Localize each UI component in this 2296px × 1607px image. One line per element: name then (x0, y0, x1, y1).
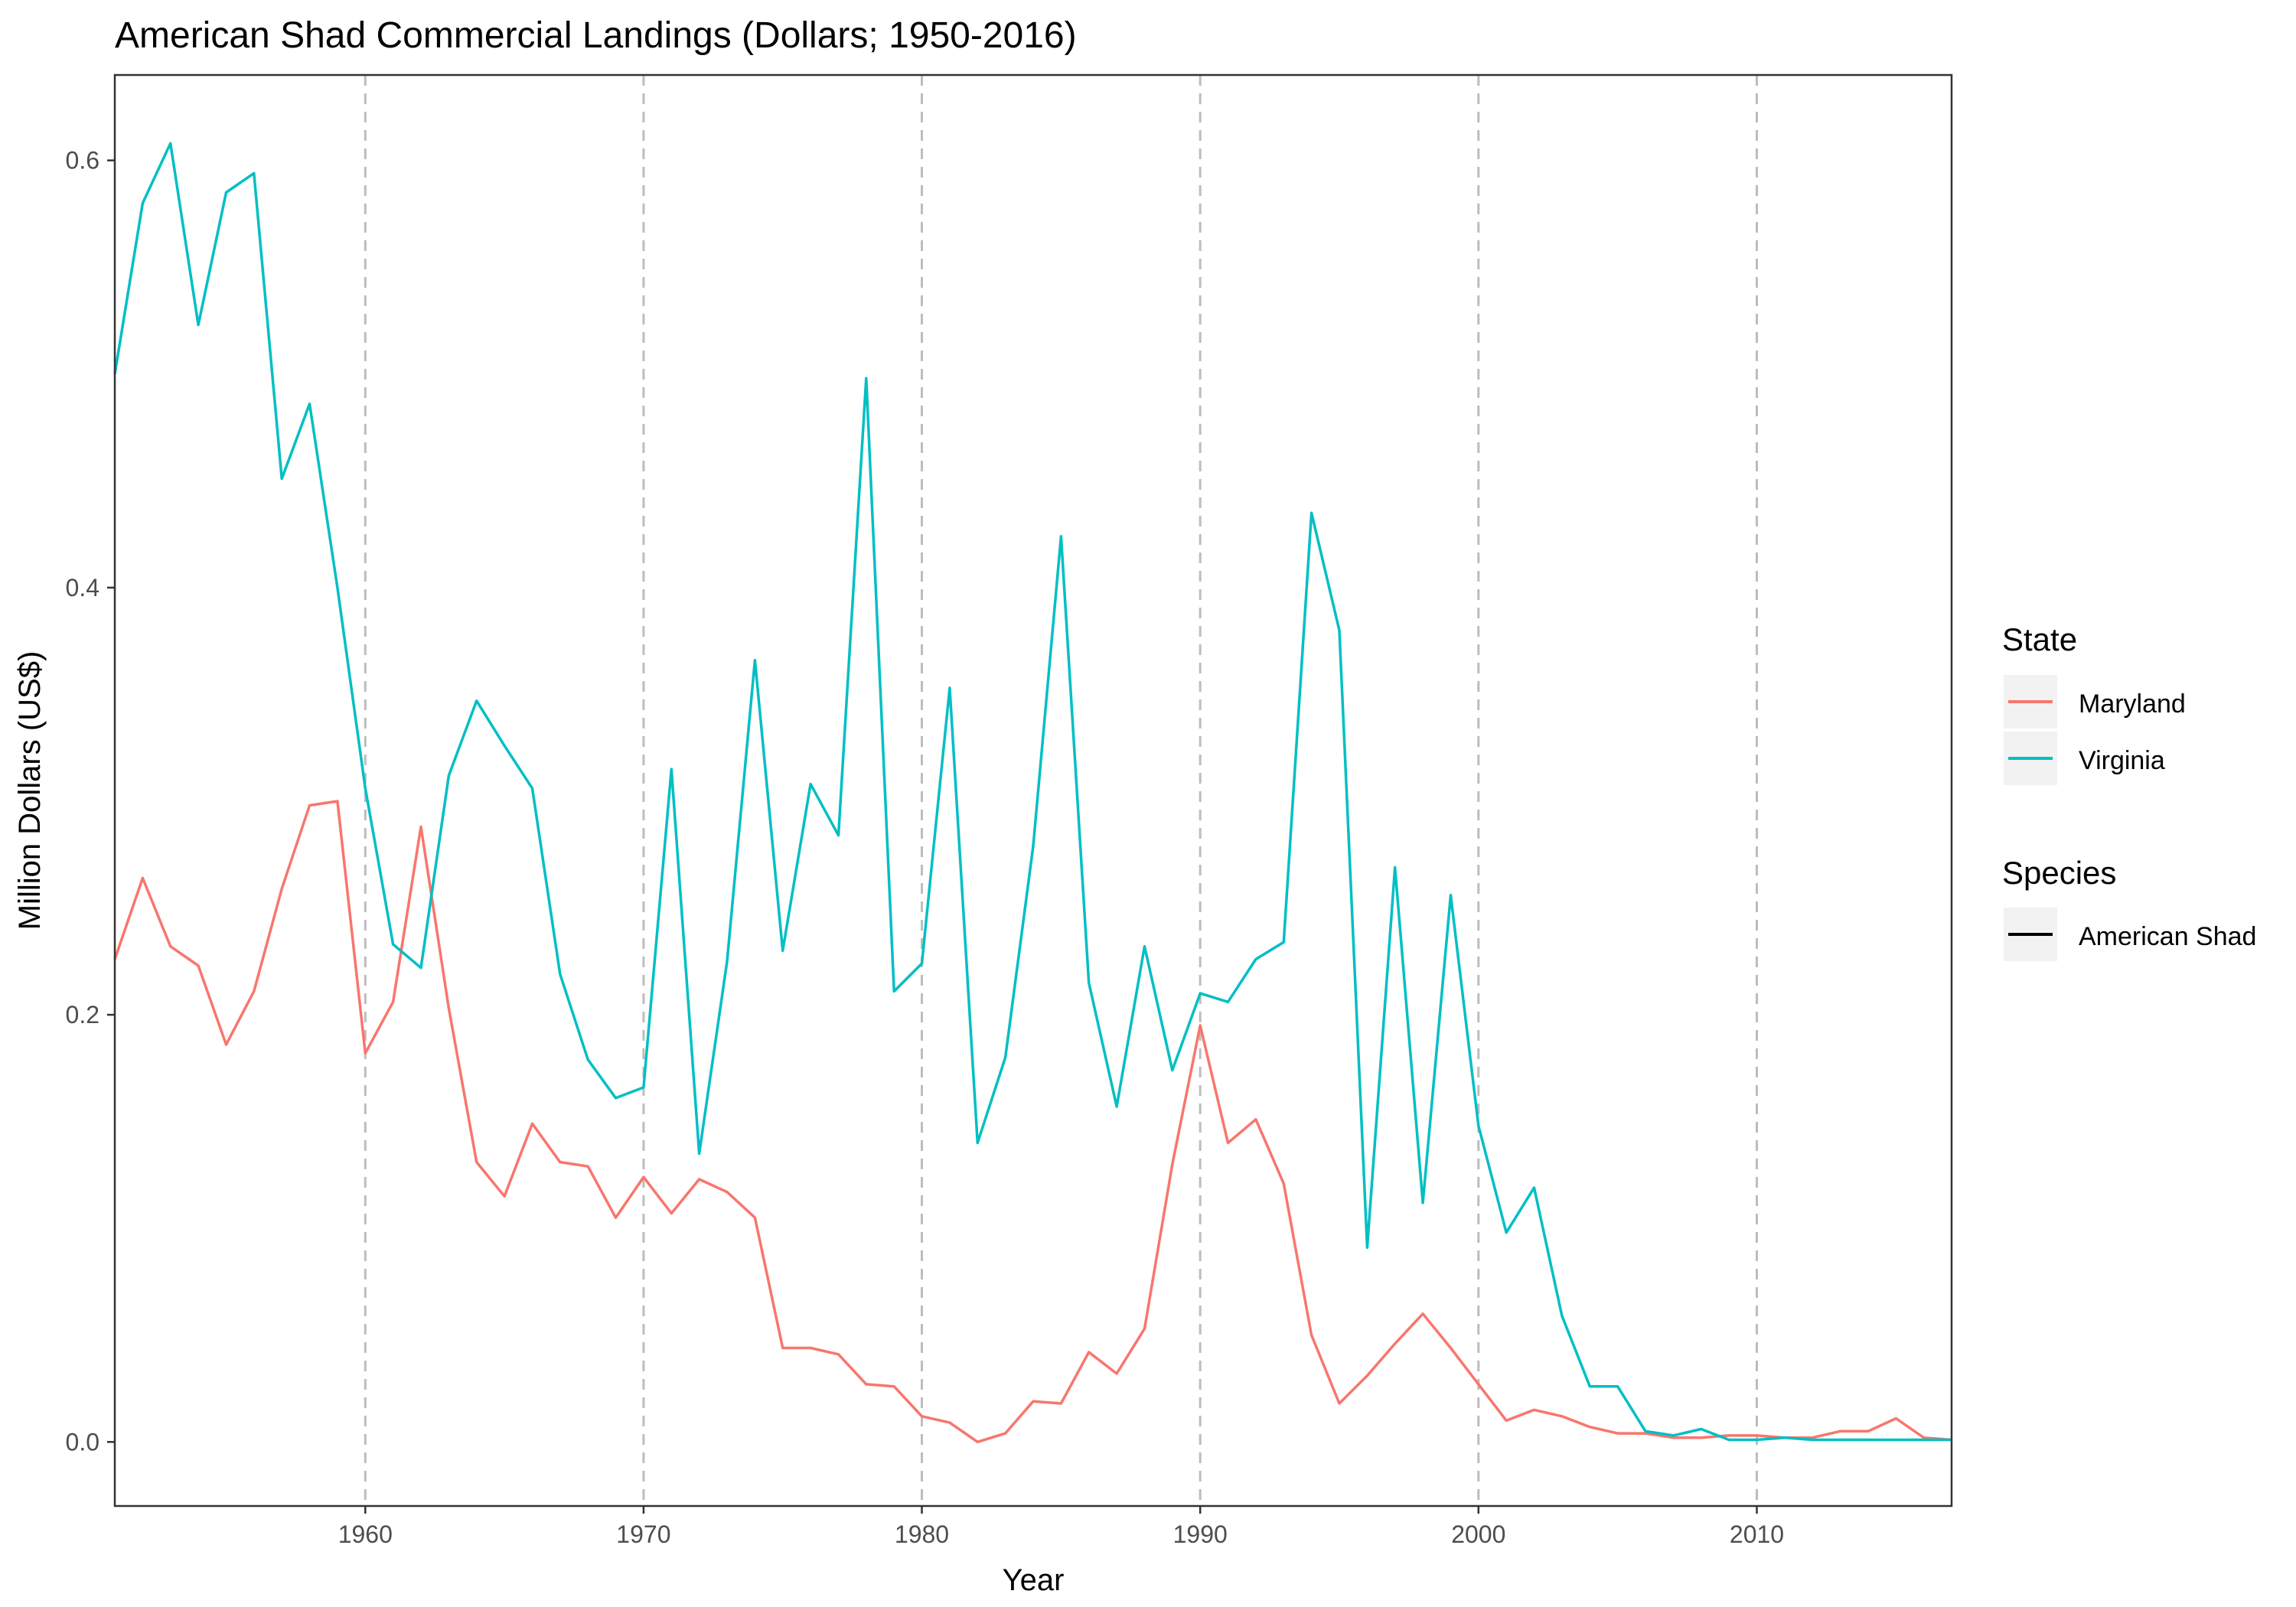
y-tick-label-0: 0.0 (66, 1428, 99, 1455)
legend-title-species: Species (2002, 855, 2116, 891)
legend-label-virginia: Virginia (2079, 746, 2165, 775)
legend: State Maryland Virginia Species American… (2002, 621, 2256, 961)
series-line-virginia (113, 142, 1952, 1442)
chart-title: American Shad Commercial Landings (Dolla… (115, 15, 1077, 56)
x-tick-label-1980: 1980 (895, 1521, 949, 1548)
plot-panel-border (113, 73, 1953, 1508)
y-tick-label-1: 0.2 (66, 1001, 99, 1028)
y-axis: 0.0 0.2 0.4 0.6 (66, 147, 115, 1455)
x-tick-label-2010: 2010 (1730, 1521, 1784, 1548)
legend-item-american-shad: American Shad (2004, 908, 2256, 961)
x-axis: 1960 1970 1980 1990 2000 2010 (338, 1506, 1784, 1548)
y-tick-label-2: 0.4 (66, 574, 99, 601)
x-axis-title: Year (1003, 1563, 1065, 1597)
legend-item-maryland: Maryland (2004, 675, 2186, 729)
x-tick-label-2000: 2000 (1451, 1521, 1505, 1548)
legend-label-maryland: Maryland (2079, 689, 2186, 719)
x-tick-label-1960: 1960 (338, 1521, 393, 1548)
y-tick-label-3: 0.6 (66, 147, 99, 174)
x-tick-label-1970: 1970 (616, 1521, 670, 1548)
legend-item-virginia: Virginia (2004, 732, 2165, 785)
plot-background (115, 75, 1952, 1506)
plot-area (115, 75, 1952, 1506)
legend-label-american-shad: American Shad (2079, 922, 2256, 951)
series-line-maryland (113, 800, 1952, 1444)
legend-title-state: State (2002, 621, 2077, 657)
y-axis-title: Million Dollars (US$) (13, 651, 47, 931)
x-tick-label-1990: 1990 (1173, 1521, 1228, 1548)
series-lines (113, 142, 1952, 1444)
